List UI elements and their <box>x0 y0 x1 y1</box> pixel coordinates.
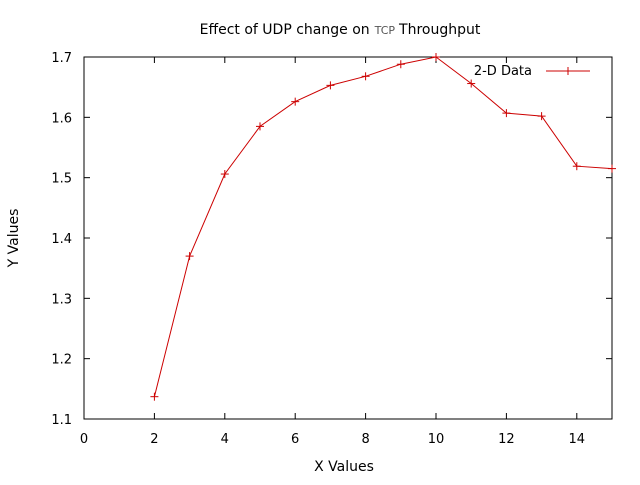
data-point <box>572 162 581 171</box>
data-point <box>185 252 194 261</box>
data-point <box>291 97 300 106</box>
data-point <box>326 81 335 90</box>
chart-title-acronym: TCP <box>374 24 396 37</box>
data-point <box>150 392 159 401</box>
chart-title: Effect of UDP change on TCP Throughput <box>200 22 481 38</box>
data-point <box>396 60 405 69</box>
chart-title-suffix: Throughput <box>398 22 481 38</box>
plot-area-frame <box>83 56 613 420</box>
x-tick-label: 8 <box>361 432 369 447</box>
legend-marker <box>564 67 572 75</box>
x-tick-label: 12 <box>498 432 515 447</box>
legend: 2-D Data <box>474 64 590 79</box>
legend-label: 2-D Data <box>474 64 532 79</box>
data-point <box>432 53 440 61</box>
x-tick-label: 6 <box>291 432 299 447</box>
chart-title-main: Effect of UDP change on <box>200 22 370 38</box>
data-point <box>502 109 511 118</box>
x-axis-label: X Values <box>314 459 374 475</box>
x-tick-label: 10 <box>428 432 445 447</box>
data-point <box>256 122 264 131</box>
y-tick-label: 1.6 <box>51 111 72 126</box>
data-point <box>361 72 370 81</box>
y-axis: 1.1 1.2 1.3 1.4 1.5 1.6 1.7 <box>51 51 612 428</box>
x-axis: 0 2 4 6 8 10 12 14 <box>80 57 585 447</box>
x-tick-label: 2 <box>150 432 158 447</box>
y-tick-label: 1.3 <box>51 292 72 307</box>
y-axis-label: Y Values <box>6 209 22 269</box>
x-tick-label: 14 <box>569 432 586 447</box>
y-tick-label: 1.7 <box>51 51 72 66</box>
series-layer <box>150 53 616 401</box>
x-tick-label: 0 <box>80 432 88 447</box>
y-tick-label: 1.2 <box>51 353 72 368</box>
data-point <box>220 170 229 179</box>
y-tick-label: 1.5 <box>51 172 72 187</box>
x-tick-label: 4 <box>221 432 229 447</box>
series-line <box>153 56 613 397</box>
y-tick-label: 1.1 <box>51 413 72 428</box>
data-point <box>608 164 616 173</box>
y-tick-label: 1.4 <box>51 232 72 247</box>
data-point <box>467 79 476 88</box>
legend-marker-plus <box>564 67 572 75</box>
data-point <box>537 112 546 121</box>
